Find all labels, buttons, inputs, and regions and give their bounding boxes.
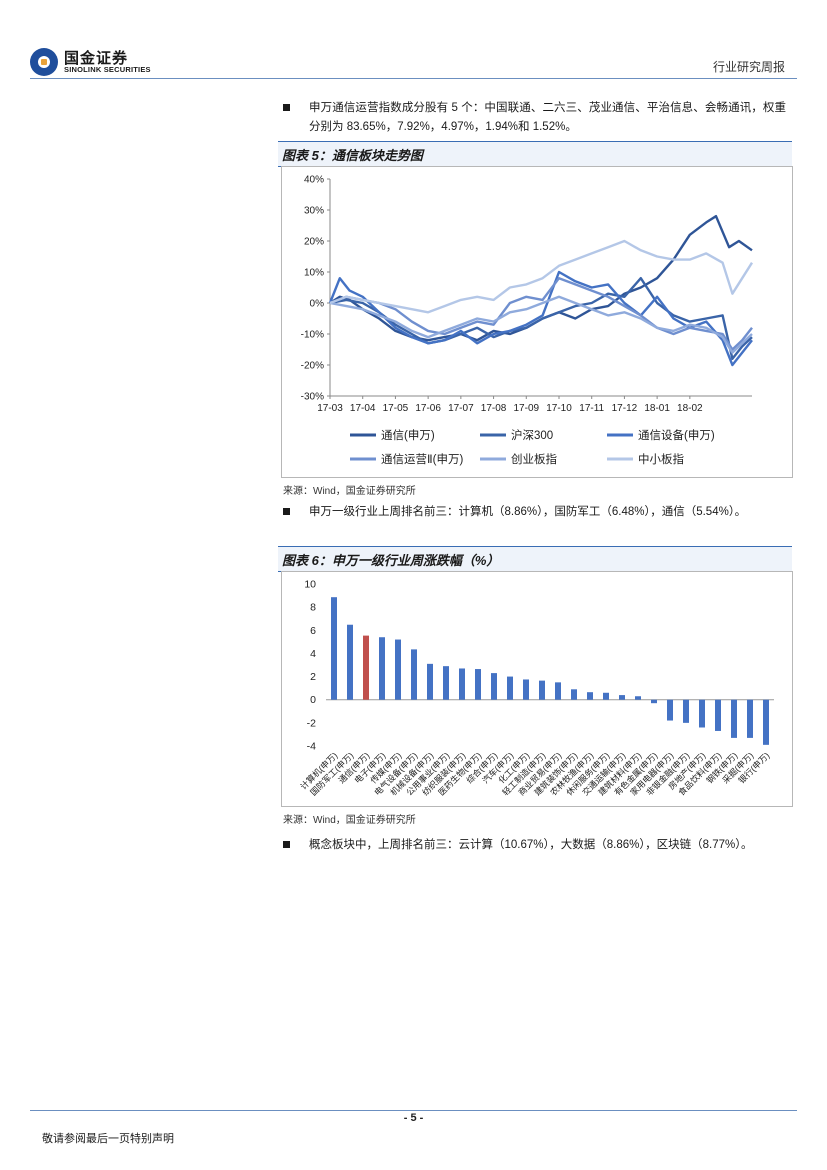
x-tick-label: 17-04 — [350, 403, 376, 414]
y-tick-label: -2 — [307, 717, 316, 729]
y-tick-label: -20% — [301, 361, 324, 372]
figure-6-title: 图表 6：申万一级行业周涨跌幅（%） — [282, 553, 500, 568]
x-tick-label: 17-11 — [579, 403, 604, 414]
paragraph-text: 申万通信运营指数成分股有 5 个：中国联通、二六三、茂业通信、平治信息、会畅通讯… — [309, 102, 786, 133]
bar — [699, 699, 705, 728]
y-tick-label: 10 — [304, 579, 316, 591]
figure-5-title-bar: 图表 5：通信板块走势图 — [278, 141, 792, 167]
bar — [475, 669, 481, 700]
bar — [459, 668, 465, 700]
bar-chart-box: 10 8 6 4 2 0 -2 -4 计算机(申万) 国防军工(申万) 通信(申万) 电子(申万) 传媒… — [281, 571, 793, 807]
company-logo: 国金证券 SINOLINK SECURITIES — [30, 46, 160, 78]
y-tick-label: 40% — [304, 175, 324, 186]
logo-chinese-name: 国金证券 — [64, 50, 129, 67]
bar-chart: 1086420-2-4计算机(申万)国防军工(申万)通信(申万)电子(申万)传媒… — [298, 579, 774, 797]
bar — [619, 695, 625, 700]
footer-divider — [30, 1110, 797, 1111]
legend-label: 通信设备(申万) — [638, 428, 715, 442]
legend-label: 通信运营Ⅱ(申万) — [381, 452, 463, 466]
bullet-paragraph-3: 概念板块中，上周排名前三：云计算（10.67%），大数据（8.86%），区块链（… — [283, 836, 786, 855]
disclaimer-note: 敬请参阅最后一页特别声明 — [42, 1133, 174, 1145]
y-tick-label: -10% — [301, 330, 324, 341]
figure-6-source: 来源：Wind，国金证券研究所 — [283, 815, 416, 826]
bullet-paragraph-1: 申万通信运营指数成分股有 5 个：中国联通、二六三、茂业通信、平治信息、会畅通讯… — [283, 99, 786, 137]
x-tick-label: 17-06 — [415, 403, 441, 414]
paragraph-text: 申万一级行业上周排名前三：计算机（8.86%），国防军工（6.48%），通信（5… — [309, 506, 747, 518]
bar — [427, 663, 433, 700]
x-tick-label: 17-05 — [383, 403, 409, 414]
x-tick-label: 18-01 — [644, 403, 670, 414]
series-line — [329, 276, 753, 351]
logo-english-name: SINOLINK SECURITIES — [64, 65, 151, 74]
bar — [443, 666, 449, 700]
y-tick-label: 0% — [310, 299, 325, 310]
line-chart: 40% 30% 20% 10% 0% -10% -20% -30%17-03 17-04 17-0… — [301, 175, 754, 466]
x-tick-label: 18-02 — [677, 403, 703, 414]
bar — [411, 649, 417, 700]
bar — [763, 699, 769, 745]
x-tick-label: 17-09 — [513, 403, 539, 414]
y-tick-label: 20% — [304, 237, 324, 248]
bullet-square-icon — [283, 841, 290, 848]
bar — [731, 699, 737, 738]
paragraph-text: 概念板块中，上周排名前三：云计算（10.67%），大数据（8.86%），区块链（… — [309, 839, 753, 851]
bar — [539, 680, 545, 700]
bullet-paragraph-2: 申万一级行业上周排名前三：计算机（8.86%），国防军工（6.48%），通信（5… — [283, 503, 786, 522]
x-tick-label: 17-10 — [546, 403, 572, 414]
y-tick-label: -4 — [307, 741, 316, 753]
figure-6-title-bar: 图表 6：申万一级行业周涨跌幅（%） — [278, 546, 792, 572]
legend-label: 沪深300 — [511, 428, 553, 442]
bar — [587, 692, 593, 700]
bar — [667, 699, 673, 721]
series-line — [329, 295, 753, 354]
figure-5-title: 图表 5：通信板块走势图 — [282, 148, 423, 163]
y-tick-label: 8 — [310, 602, 316, 614]
bar — [555, 682, 561, 700]
bar — [363, 635, 369, 700]
bullet-square-icon — [283, 508, 290, 515]
bar — [571, 689, 577, 700]
y-tick-label: 4 — [310, 648, 316, 660]
legend-label: 通信(申万) — [381, 429, 435, 442]
series-line — [329, 276, 753, 361]
bar — [683, 699, 689, 723]
series-line — [329, 239, 754, 314]
bar — [603, 692, 609, 700]
page-number: - 5 - — [403, 1112, 424, 1124]
header-divider — [30, 78, 797, 79]
bullet-square-icon — [283, 104, 290, 111]
bar — [491, 673, 497, 700]
line-chart-box: 40% 30% 20% 10% 0% -10% -20% -30% 17-03 17-04 17-0… — [281, 166, 793, 478]
bar — [395, 639, 401, 700]
bar — [523, 679, 529, 700]
y-tick-label: -30% — [301, 392, 324, 403]
legend-label: 中小板指 — [638, 452, 684, 466]
bar — [507, 676, 513, 700]
x-tick-label: 17-08 — [481, 403, 507, 414]
y-tick-label: 30% — [304, 206, 324, 217]
bar — [331, 597, 337, 700]
report-type: 行业研究周报 — [712, 60, 785, 74]
bar — [635, 696, 641, 700]
bar — [379, 637, 385, 700]
logo-emblem-icon — [30, 48, 58, 76]
x-tick-label: 17-07 — [448, 403, 474, 414]
x-tick-label: 17-12 — [612, 403, 638, 414]
y-tick-label: 10% — [304, 268, 324, 279]
y-tick-label: 2 — [310, 671, 316, 683]
legend-label: 创业板指 — [511, 452, 557, 466]
x-tick-label: 17-03 — [317, 403, 343, 414]
bar — [747, 699, 753, 738]
y-tick-label: 0 — [310, 694, 316, 706]
bar — [651, 699, 657, 704]
bar — [715, 699, 721, 731]
bar — [347, 624, 353, 700]
figure-5-source: 来源：Wind，国金证券研究所 — [283, 486, 416, 497]
y-tick-label: 6 — [310, 625, 316, 637]
